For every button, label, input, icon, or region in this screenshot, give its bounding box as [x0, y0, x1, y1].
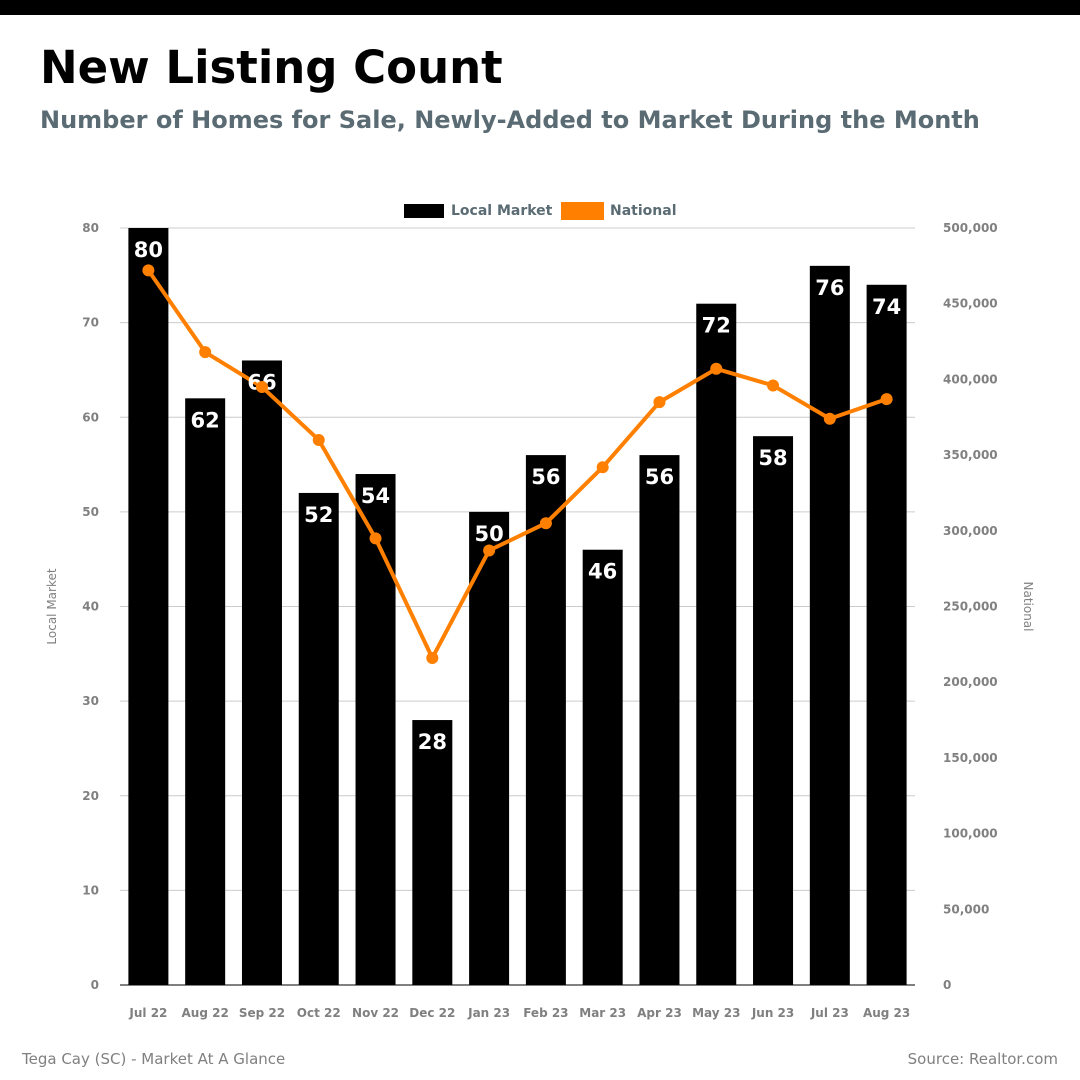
bar	[582, 549, 623, 985]
national-point	[539, 517, 552, 530]
bar	[185, 398, 226, 985]
y-tick-left: 70	[82, 316, 99, 330]
bar	[753, 436, 794, 985]
bar	[525, 455, 566, 986]
footer-market-label: Tega Cay (SC) - Market At A Glance	[22, 1050, 286, 1068]
legend-label-local: Local Market	[451, 203, 553, 219]
y-tick-right: 250,000	[943, 600, 998, 614]
national-point	[596, 461, 609, 474]
bar	[469, 511, 510, 985]
national-point	[369, 532, 382, 545]
bar	[412, 720, 453, 985]
national-line	[146, 268, 889, 660]
chart-title: New Listing Count	[40, 41, 503, 94]
y-tick-left: 20	[82, 789, 99, 803]
x-tick-label: Aug 22	[182, 1006, 229, 1020]
x-tick-label: Jun 23	[751, 1006, 794, 1020]
national-point	[653, 396, 666, 409]
x-tick-label: Oct 22	[297, 1006, 341, 1020]
bar-value-label: 50	[474, 522, 503, 546]
footer-source: Source: Realtor.com	[907, 1050, 1058, 1068]
bar-value-label: 56	[531, 465, 560, 489]
bar-value-label: 58	[758, 446, 787, 470]
y-tick-left: 30	[82, 694, 99, 708]
y-tick-right: 200,000	[943, 675, 998, 689]
x-tick-label: Nov 22	[352, 1006, 399, 1020]
x-tick-label: May 23	[692, 1006, 740, 1020]
bar	[128, 228, 169, 985]
bar	[639, 455, 680, 986]
x-tick-label: Aug 23	[863, 1006, 910, 1020]
y-tick-right: 0	[943, 978, 951, 992]
bar-value-label: 80	[134, 238, 163, 262]
y-axis-title-right: National	[1021, 581, 1035, 631]
national-point	[483, 544, 496, 557]
bar	[809, 265, 850, 986]
national-point	[312, 433, 325, 446]
x-tick-label: Jan 23	[467, 1006, 510, 1020]
y-tick-right: 500,000	[943, 221, 998, 235]
x-tick-label: Feb 23	[523, 1006, 568, 1020]
bar-value-label: 76	[815, 276, 844, 300]
bar	[241, 360, 282, 986]
national-point	[199, 346, 212, 359]
bar-value-label: 54	[361, 484, 390, 508]
x-tick-label: Jul 22	[128, 1006, 167, 1020]
chart-subtitle: Number of Homes for Sale, Newly-Added to…	[40, 106, 980, 134]
x-tick-label: Apr 23	[637, 1006, 682, 1020]
bar	[298, 492, 339, 985]
x-tick-label: Sep 22	[239, 1006, 285, 1020]
bar-value-label: 52	[304, 503, 333, 527]
legend-swatch-local	[404, 204, 444, 218]
y-tick-right: 450,000	[943, 297, 998, 311]
bar-value-label: 62	[191, 408, 220, 432]
national-point	[767, 379, 780, 392]
bar-value-label: 72	[702, 314, 731, 338]
top-bar	[0, 0, 1080, 15]
legend-swatch-national	[561, 202, 604, 220]
y-tick-right: 300,000	[943, 524, 998, 538]
national-point	[710, 362, 723, 375]
y-tick-right: 50,000	[943, 902, 989, 916]
national-point	[426, 651, 439, 664]
y-tick-left: 50	[82, 505, 99, 519]
bar-value-label: 46	[588, 560, 617, 584]
national-point	[142, 264, 155, 277]
y-tick-right: 350,000	[943, 448, 998, 462]
y-axis-title-left: Local Market	[45, 568, 59, 644]
y-tick-right: 150,000	[943, 751, 998, 765]
national-point	[880, 393, 893, 406]
y-tick-left: 40	[82, 600, 99, 614]
x-tick-label: Mar 23	[579, 1006, 626, 1020]
national-point	[823, 412, 836, 425]
y-tick-left: 0	[91, 978, 99, 992]
y-tick-left: 10	[82, 883, 99, 897]
bar-value-label: 74	[872, 295, 901, 319]
y-tick-left: 80	[82, 221, 99, 235]
bar	[696, 303, 737, 985]
y-tick-right: 100,000	[943, 827, 998, 841]
y-tick-right: 400,000	[943, 372, 998, 386]
x-tick-label: Jul 23	[810, 1006, 849, 1020]
bar	[866, 284, 907, 985]
y-tick-left: 60	[82, 410, 99, 424]
x-tick-label: Dec 22	[409, 1006, 455, 1020]
national-point	[255, 380, 268, 393]
chart: 0 10 20 30 40 50 60 70 80 0 50,000 100,000 150,000 20…	[45, 202, 1035, 1020]
legend-label-national: National	[610, 203, 677, 219]
bar	[355, 474, 396, 985]
bar-value-label: 56	[645, 465, 674, 489]
bar-value-label: 28	[418, 730, 447, 754]
